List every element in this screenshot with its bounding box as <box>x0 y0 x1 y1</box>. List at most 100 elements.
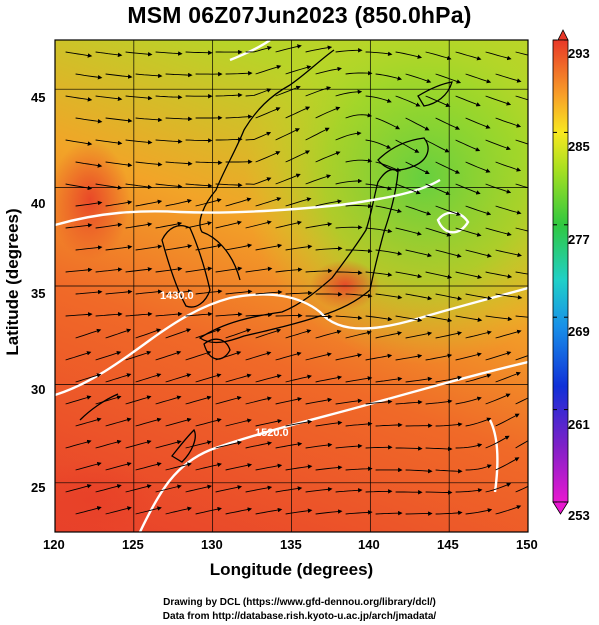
wind-arrow <box>455 183 481 195</box>
wind-arrow <box>185 183 213 188</box>
wind-arrow <box>495 117 522 128</box>
wind-arrow <box>305 174 332 185</box>
wind-arrow <box>125 183 153 190</box>
wind-arrow <box>75 328 102 339</box>
wind-arrow <box>215 182 243 188</box>
wind-arrow <box>125 484 152 493</box>
y-axis-label: Latitude (degrees) <box>3 208 22 356</box>
wind-arrow <box>335 178 363 185</box>
wind-arrow <box>165 72 193 78</box>
wind-arrow <box>225 328 252 339</box>
wind-arrow <box>75 506 102 515</box>
wind-arrow <box>65 484 92 493</box>
wind-arrow <box>125 222 153 229</box>
wind-arrow <box>105 244 133 251</box>
wind-arrow <box>195 243 223 251</box>
contour-label-1520: 1520.0 <box>255 427 289 439</box>
wind-arrow <box>485 51 512 61</box>
wind-arrow <box>75 417 102 427</box>
wind-arrow <box>405 376 433 383</box>
wind-arrow <box>285 106 311 119</box>
colorbar-tick-277: 277 <box>568 232 590 247</box>
wind-arrow <box>95 183 123 190</box>
wind-arrow <box>425 446 453 452</box>
wind-arrow <box>215 92 243 98</box>
wind-arrow <box>375 117 401 130</box>
wind-arrow <box>255 243 283 251</box>
wind-arrow <box>185 138 213 143</box>
wind-arrow <box>165 161 193 166</box>
wind-arrow <box>405 293 433 301</box>
wind-arrow <box>215 440 242 449</box>
wind-arrow <box>185 440 212 449</box>
wind-arrow <box>425 95 451 107</box>
wind-arrow <box>225 70 253 76</box>
contour-1430 <box>55 286 528 397</box>
wind-arrow <box>155 51 183 56</box>
wind-arrow <box>195 328 222 339</box>
wind-arrow <box>245 441 273 449</box>
wind-arrow <box>405 205 432 216</box>
wind-arrow <box>135 328 162 339</box>
wind-arrow <box>125 139 153 145</box>
wind-arrow <box>245 220 272 229</box>
wind-arrow <box>245 266 273 273</box>
wind-arrow <box>375 73 403 81</box>
wind-arrow <box>215 350 242 361</box>
wind-arrow <box>155 484 182 493</box>
wind-arrow <box>65 312 93 317</box>
wind-arrow <box>455 227 482 237</box>
wind-arrow <box>165 506 192 515</box>
footer-credit-data: Data from http://database.rish.kyoto-u.a… <box>162 611 437 622</box>
geopotential-contours <box>55 40 528 532</box>
wind-arrow <box>155 440 182 449</box>
wind-arrow <box>305 127 330 141</box>
x-tick-130: 130 <box>201 537 223 552</box>
wind-arrow <box>255 328 282 339</box>
wind-arrow <box>285 508 313 515</box>
wind-arrow <box>335 225 363 230</box>
wind-arrow <box>195 198 222 207</box>
wind-arrow <box>335 89 363 97</box>
wind-arrow <box>495 329 522 339</box>
wind-arrow <box>405 249 432 258</box>
colorbar-tick-269: 269 <box>568 324 590 339</box>
colorbar-tick-253: 253 <box>568 508 590 523</box>
wind-arrow <box>515 485 528 493</box>
wind-arrow <box>485 435 510 449</box>
wind-arrow <box>335 443 363 449</box>
wind-streamlines <box>65 44 528 516</box>
wind-arrow <box>315 329 342 339</box>
warm-region-honshu <box>310 260 380 310</box>
wind-arrow <box>225 507 253 515</box>
wind-arrow <box>105 417 132 427</box>
wind-arrow <box>345 248 373 254</box>
wind-arrow <box>155 350 182 361</box>
wind-arrow <box>255 463 283 471</box>
wind-arrow <box>95 267 123 273</box>
wind-arrow <box>425 51 452 61</box>
wind-arrow <box>365 353 393 361</box>
colorbar-top-arrow <box>557 29 569 41</box>
wind-arrow <box>395 271 423 279</box>
wind-arrow <box>285 464 313 471</box>
wind-arrow <box>485 139 511 151</box>
wind-arrow <box>275 486 303 493</box>
wind-arrow <box>215 485 243 493</box>
wind-arrow <box>155 221 183 229</box>
wind-arrow <box>255 289 283 295</box>
wind-arrow <box>245 485 273 493</box>
kyushu-island <box>203 338 231 360</box>
wind-arrow <box>105 117 133 123</box>
wind-arrow <box>405 73 432 84</box>
wind-arrow <box>285 329 312 339</box>
wind-arrow <box>165 198 192 207</box>
wind-arrow <box>65 183 93 191</box>
wind-arrow <box>255 197 282 207</box>
wind-arrow <box>225 114 253 119</box>
wind-arrow <box>185 484 212 493</box>
x-axis-label: Longitude (degrees) <box>209 560 374 579</box>
wind-arrow <box>515 397 528 405</box>
wind-arrow <box>485 183 512 194</box>
